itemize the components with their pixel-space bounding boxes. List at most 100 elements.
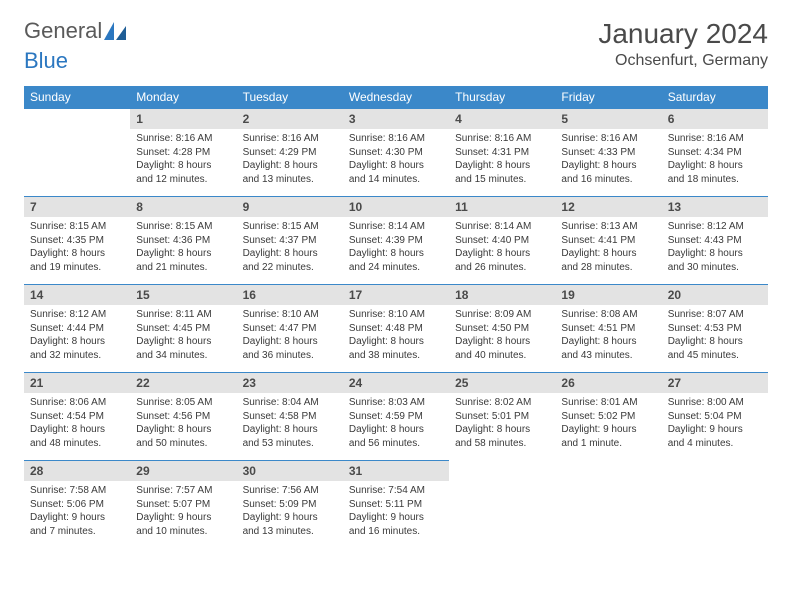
day-number: 6 — [662, 109, 768, 129]
calendar-cell: 14Sunrise: 8:12 AMSunset: 4:44 PMDayligh… — [24, 285, 130, 373]
day-details: Sunrise: 8:05 AMSunset: 4:56 PMDaylight:… — [130, 393, 236, 456]
daylight-line: Daylight: 8 hours and 40 minutes. — [455, 335, 549, 362]
day-details: Sunrise: 8:16 AMSunset: 4:30 PMDaylight:… — [343, 129, 449, 192]
sunrise-line: Sunrise: 8:12 AM — [668, 220, 762, 234]
day-details: Sunrise: 8:16 AMSunset: 4:28 PMDaylight:… — [130, 129, 236, 192]
calendar-cell: 23Sunrise: 8:04 AMSunset: 4:58 PMDayligh… — [237, 373, 343, 461]
calendar-cell: 5Sunrise: 8:16 AMSunset: 4:33 PMDaylight… — [555, 109, 661, 197]
sunrise-line: Sunrise: 8:11 AM — [136, 308, 230, 322]
daylight-line: Daylight: 8 hours and 48 minutes. — [30, 423, 124, 450]
day-number: 29 — [130, 461, 236, 481]
day-number: 25 — [449, 373, 555, 393]
day-number: 16 — [237, 285, 343, 305]
sunrise-line: Sunrise: 8:01 AM — [561, 396, 655, 410]
day-number: 8 — [130, 197, 236, 217]
calendar-cell: 4Sunrise: 8:16 AMSunset: 4:31 PMDaylight… — [449, 109, 555, 197]
day-details: Sunrise: 7:57 AMSunset: 5:07 PMDaylight:… — [130, 481, 236, 544]
sunrise-line: Sunrise: 8:00 AM — [668, 396, 762, 410]
calendar-cell: 21Sunrise: 8:06 AMSunset: 4:54 PMDayligh… — [24, 373, 130, 461]
calendar-cell: 16Sunrise: 8:10 AMSunset: 4:47 PMDayligh… — [237, 285, 343, 373]
calendar-cell: 13Sunrise: 8:12 AMSunset: 4:43 PMDayligh… — [662, 197, 768, 285]
sunrise-line: Sunrise: 8:10 AM — [349, 308, 443, 322]
calendar-cell: 2Sunrise: 8:16 AMSunset: 4:29 PMDaylight… — [237, 109, 343, 197]
calendar-cell: 18Sunrise: 8:09 AMSunset: 4:50 PMDayligh… — [449, 285, 555, 373]
weekday-header: Tuesday — [237, 86, 343, 109]
day-details: Sunrise: 8:12 AMSunset: 4:44 PMDaylight:… — [24, 305, 130, 368]
sunrise-line: Sunrise: 8:16 AM — [349, 132, 443, 146]
calendar-cell — [662, 461, 768, 549]
daylight-line: Daylight: 8 hours and 12 minutes. — [136, 159, 230, 186]
day-number: 18 — [449, 285, 555, 305]
calendar-cell: 9Sunrise: 8:15 AMSunset: 4:37 PMDaylight… — [237, 197, 343, 285]
sunset-line: Sunset: 4:39 PM — [349, 234, 443, 248]
calendar-cell: 7Sunrise: 8:15 AMSunset: 4:35 PMDaylight… — [24, 197, 130, 285]
day-number: 20 — [662, 285, 768, 305]
sunset-line: Sunset: 4:35 PM — [30, 234, 124, 248]
day-details: Sunrise: 8:15 AMSunset: 4:35 PMDaylight:… — [24, 217, 130, 280]
day-number: 15 — [130, 285, 236, 305]
daylight-line: Daylight: 9 hours and 4 minutes. — [668, 423, 762, 450]
calendar-row: 14Sunrise: 8:12 AMSunset: 4:44 PMDayligh… — [24, 285, 768, 373]
sunset-line: Sunset: 5:11 PM — [349, 498, 443, 512]
daylight-line: Daylight: 9 hours and 1 minute. — [561, 423, 655, 450]
day-number: 26 — [555, 373, 661, 393]
daylight-line: Daylight: 8 hours and 28 minutes. — [561, 247, 655, 274]
daylight-line: Daylight: 8 hours and 16 minutes. — [561, 159, 655, 186]
day-details: Sunrise: 8:16 AMSunset: 4:31 PMDaylight:… — [449, 129, 555, 192]
sunrise-line: Sunrise: 8:07 AM — [668, 308, 762, 322]
calendar-cell — [555, 461, 661, 549]
daylight-line: Daylight: 8 hours and 53 minutes. — [243, 423, 337, 450]
daylight-line: Daylight: 8 hours and 14 minutes. — [349, 159, 443, 186]
daylight-line: Daylight: 8 hours and 50 minutes. — [136, 423, 230, 450]
daylight-line: Daylight: 8 hours and 56 minutes. — [349, 423, 443, 450]
day-number: 2 — [237, 109, 343, 129]
sunrise-line: Sunrise: 8:04 AM — [243, 396, 337, 410]
sunset-line: Sunset: 5:04 PM — [668, 410, 762, 424]
day-number: 21 — [24, 373, 130, 393]
daylight-line: Daylight: 8 hours and 34 minutes. — [136, 335, 230, 362]
calendar-row: 28Sunrise: 7:58 AMSunset: 5:06 PMDayligh… — [24, 461, 768, 549]
day-number: 31 — [343, 461, 449, 481]
calendar-row: 21Sunrise: 8:06 AMSunset: 4:54 PMDayligh… — [24, 373, 768, 461]
sunrise-line: Sunrise: 8:03 AM — [349, 396, 443, 410]
daylight-line: Daylight: 8 hours and 36 minutes. — [243, 335, 337, 362]
sunrise-line: Sunrise: 8:15 AM — [243, 220, 337, 234]
day-number: 24 — [343, 373, 449, 393]
sunset-line: Sunset: 4:53 PM — [668, 322, 762, 336]
calendar-cell: 1Sunrise: 8:16 AMSunset: 4:28 PMDaylight… — [130, 109, 236, 197]
calendar-cell: 24Sunrise: 8:03 AMSunset: 4:59 PMDayligh… — [343, 373, 449, 461]
sunset-line: Sunset: 4:40 PM — [455, 234, 549, 248]
daylight-line: Daylight: 8 hours and 19 minutes. — [30, 247, 124, 274]
calendar-cell: 29Sunrise: 7:57 AMSunset: 5:07 PMDayligh… — [130, 461, 236, 549]
month-title: January 2024 — [598, 18, 768, 50]
logo-sail-icon — [104, 22, 126, 40]
calendar-row: 7Sunrise: 8:15 AMSunset: 4:35 PMDaylight… — [24, 197, 768, 285]
day-details: Sunrise: 8:15 AMSunset: 4:36 PMDaylight:… — [130, 217, 236, 280]
day-number: 22 — [130, 373, 236, 393]
day-details: Sunrise: 8:06 AMSunset: 4:54 PMDaylight:… — [24, 393, 130, 456]
day-details: Sunrise: 8:00 AMSunset: 5:04 PMDaylight:… — [662, 393, 768, 456]
day-details: Sunrise: 8:03 AMSunset: 4:59 PMDaylight:… — [343, 393, 449, 456]
day-number: 5 — [555, 109, 661, 129]
calendar-cell: 17Sunrise: 8:10 AMSunset: 4:48 PMDayligh… — [343, 285, 449, 373]
daylight-line: Daylight: 8 hours and 38 minutes. — [349, 335, 443, 362]
daylight-line: Daylight: 9 hours and 13 minutes. — [243, 511, 337, 538]
sunrise-line: Sunrise: 7:57 AM — [136, 484, 230, 498]
calendar-cell: 26Sunrise: 8:01 AMSunset: 5:02 PMDayligh… — [555, 373, 661, 461]
daylight-line: Daylight: 8 hours and 30 minutes. — [668, 247, 762, 274]
daylight-line: Daylight: 9 hours and 7 minutes. — [30, 511, 124, 538]
calendar-table: SundayMondayTuesdayWednesdayThursdayFrid… — [24, 86, 768, 549]
weekday-header: Sunday — [24, 86, 130, 109]
calendar-cell: 6Sunrise: 8:16 AMSunset: 4:34 PMDaylight… — [662, 109, 768, 197]
sunrise-line: Sunrise: 8:10 AM — [243, 308, 337, 322]
day-details: Sunrise: 7:54 AMSunset: 5:11 PMDaylight:… — [343, 481, 449, 544]
calendar-cell: 25Sunrise: 8:02 AMSunset: 5:01 PMDayligh… — [449, 373, 555, 461]
calendar-body: 1Sunrise: 8:16 AMSunset: 4:28 PMDaylight… — [24, 109, 768, 549]
day-details: Sunrise: 8:14 AMSunset: 4:39 PMDaylight:… — [343, 217, 449, 280]
daylight-line: Daylight: 8 hours and 15 minutes. — [455, 159, 549, 186]
calendar-cell: 22Sunrise: 8:05 AMSunset: 4:56 PMDayligh… — [130, 373, 236, 461]
sunset-line: Sunset: 4:30 PM — [349, 146, 443, 160]
daylight-line: Daylight: 8 hours and 13 minutes. — [243, 159, 337, 186]
sunset-line: Sunset: 4:48 PM — [349, 322, 443, 336]
sunset-line: Sunset: 4:44 PM — [30, 322, 124, 336]
